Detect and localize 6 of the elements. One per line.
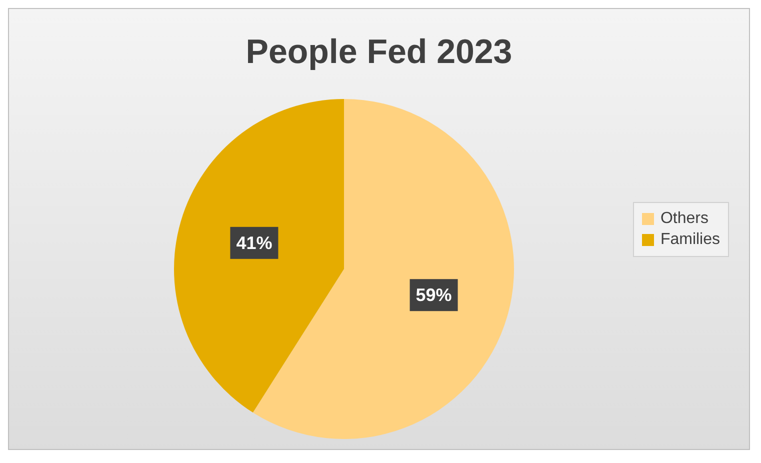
data-label: 59% [416, 285, 452, 306]
chart-title: People Fed 2023 [244, 33, 514, 72]
data-label: 41% [236, 232, 272, 253]
legend-label: Families [660, 230, 720, 248]
pie-slice [174, 99, 344, 413]
legend-label: Others [660, 210, 708, 228]
